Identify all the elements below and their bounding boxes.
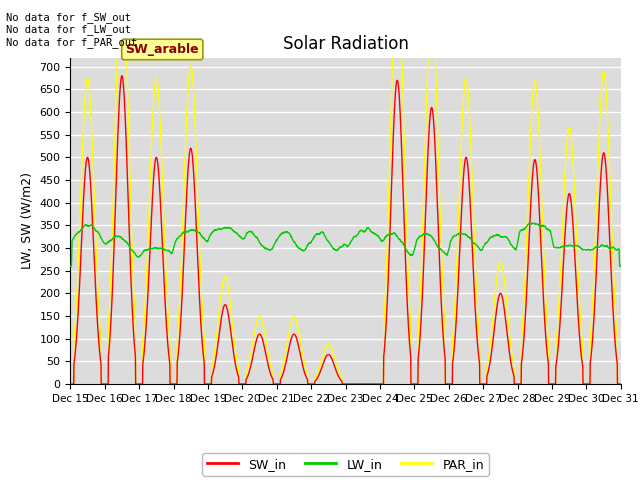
Title: Solar Radiation: Solar Radiation: [283, 35, 408, 53]
Legend: SW_in, LW_in, PAR_in: SW_in, LW_in, PAR_in: [202, 453, 489, 476]
Text: No data for f_SW_out
No data for f_LW_out
No data for f_PAR_out: No data for f_SW_out No data for f_LW_ou…: [6, 12, 138, 48]
Y-axis label: LW, SW (W/m2): LW, SW (W/m2): [21, 172, 34, 269]
Text: SW_arable: SW_arable: [125, 43, 199, 56]
